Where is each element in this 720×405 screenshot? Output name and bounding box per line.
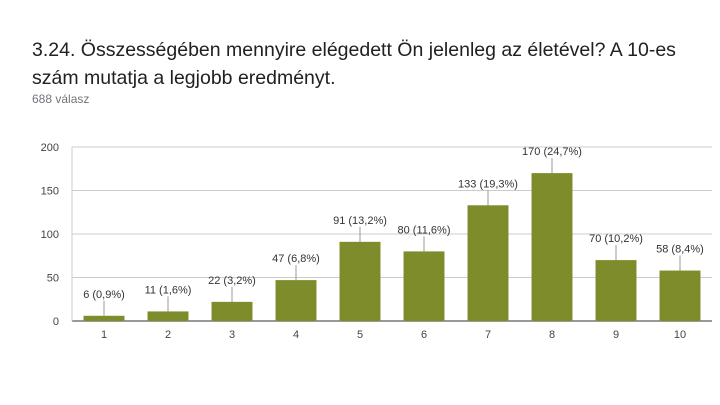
- x-axis-ticks: 1 2 3 4 5 6 7 8 9 10: [101, 329, 686, 341]
- bar-4[interactable]: [275, 280, 317, 321]
- y-axis-ticks: 0 50 100 150 200: [41, 142, 59, 328]
- response-count: 688 válasz: [32, 92, 90, 106]
- data-label: 6 (0,9%): [83, 289, 125, 301]
- x-tick-label: 1: [101, 329, 107, 341]
- y-tick-label: 100: [41, 229, 59, 241]
- bar-8[interactable]: [531, 173, 573, 321]
- x-tick-label: 8: [549, 329, 555, 341]
- y-tick-label: 200: [41, 142, 59, 154]
- x-tick-label: 3: [229, 329, 235, 341]
- question-title: 3.24. Összességében mennyire elégedett Ö…: [32, 39, 676, 89]
- bar-5[interactable]: [339, 241, 381, 321]
- bar-1[interactable]: [83, 315, 125, 321]
- bar-2[interactable]: [147, 311, 189, 321]
- y-tick-label: 50: [47, 273, 59, 285]
- data-label: 58 (8,4%): [656, 244, 704, 256]
- x-tick-label: 5: [357, 329, 363, 341]
- bar-7[interactable]: [467, 205, 509, 321]
- y-tick-label: 0: [53, 316, 59, 328]
- x-tick-label: 9: [613, 329, 619, 341]
- bar-3[interactable]: [211, 301, 253, 321]
- data-label: 133 (19,3%): [458, 178, 518, 190]
- data-label: 80 (11,6%): [398, 224, 451, 236]
- data-label: 22 (3,2%): [208, 275, 256, 287]
- bar-9[interactable]: [595, 260, 637, 321]
- x-tick-label: 2: [165, 329, 171, 341]
- data-label: 47 (6,8%): [272, 253, 320, 265]
- x-tick-label: 6: [421, 329, 427, 341]
- data-label: 11 (1,6%): [145, 284, 192, 296]
- y-tick-label: 150: [41, 186, 59, 198]
- data-label: 91 (13,2%): [333, 215, 387, 227]
- bars: 6 (0,9%) 11 (1,6%) 22 (3,2%) 47 (6,8%) 91 (1…: [83, 146, 704, 321]
- data-label: 70 (10,2%): [589, 233, 643, 245]
- x-tick-label: 10: [674, 329, 686, 341]
- x-tick-label: 4: [293, 329, 299, 341]
- bar-6[interactable]: [403, 251, 445, 321]
- x-tick-label: 7: [485, 329, 491, 341]
- data-label: 170 (24,7%): [522, 146, 582, 158]
- bar-10[interactable]: [659, 270, 701, 321]
